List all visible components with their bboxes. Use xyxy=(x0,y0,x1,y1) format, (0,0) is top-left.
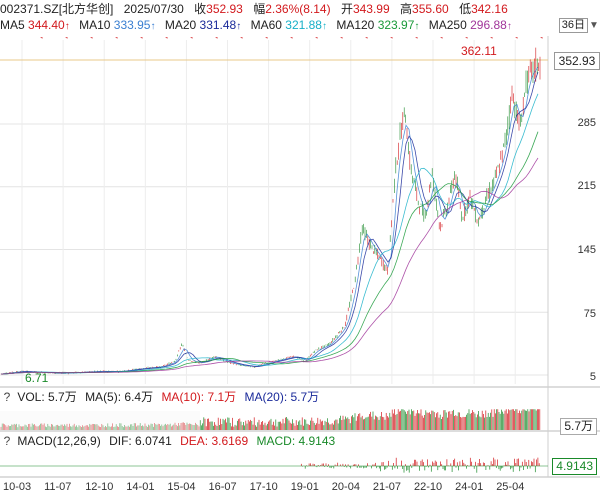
event-marker: ˺ xyxy=(240,37,243,47)
x-tick-label: 22-10 xyxy=(414,481,443,493)
ma60-legend: MA60 321.88↑ xyxy=(250,18,327,32)
x-tick-label: 10-03 xyxy=(3,481,32,493)
price-tick-145: 145 xyxy=(577,244,596,256)
event-marker: ˺ xyxy=(365,37,368,47)
event-marker: ˺ xyxy=(415,37,418,47)
event-marker: ˺ xyxy=(465,37,468,47)
volume-band xyxy=(0,411,200,430)
x-tick-label: 21-07 xyxy=(372,481,402,493)
event-marker: ˺ xyxy=(215,37,218,47)
x-tick-label: 17-10 xyxy=(249,481,278,493)
macd-params: MACD(12,26,9) xyxy=(17,434,101,448)
event-marker: ˺ xyxy=(390,37,393,47)
price-tick-75: 75 xyxy=(583,308,596,320)
event-marker: ˺ xyxy=(440,37,443,47)
event-marker: ˺ xyxy=(265,37,268,47)
moving-average-line xyxy=(0,72,539,375)
ma250-legend: MA250 296.88↑ xyxy=(428,18,512,32)
macd-dif: DIF: 6.0741 xyxy=(109,434,172,448)
event-marker: ˺ xyxy=(540,37,543,47)
low-price-annotation: 6.71 xyxy=(25,371,49,385)
x-tick-label: 12-10 xyxy=(85,481,114,493)
event-marker: ˺ xyxy=(90,37,93,47)
chevron-down-icon[interactable]: ▼ xyxy=(589,20,599,31)
ma20-legend: MA20 331.48↑ xyxy=(164,18,242,32)
volume-help-icon[interactable]: ? xyxy=(3,390,11,404)
event-marker: ˺ xyxy=(290,37,293,47)
ma120-legend: MA120 323.97↑ xyxy=(336,18,420,32)
x-tick-label: 16-07 xyxy=(208,481,237,493)
x-tick-label: 14-01 xyxy=(126,481,155,493)
high-price-annotation: 362.11 xyxy=(461,44,497,58)
moving-average-line xyxy=(0,93,539,375)
last-price-marker: 352.93 xyxy=(554,52,600,70)
macd-help-icon[interactable]: ? xyxy=(3,434,11,448)
low-price: 低342.16 xyxy=(459,2,508,16)
price-tick-285: 285 xyxy=(577,117,596,129)
vol-ma10: MA(10): 7.1万 xyxy=(161,390,237,404)
ma5-legend: MA5 344.40↑ xyxy=(0,18,70,32)
vol-value: VOL: 5.7万 xyxy=(17,390,77,404)
event-marker: ˺ xyxy=(490,37,493,47)
macd-dea: DEA: 3.6169 xyxy=(180,434,249,448)
volume-legend: ? VOL: 5.7万 MA(5): 6.4万 MA(10): 7.1万 MA(… xyxy=(0,389,600,405)
event-marker: ˺ xyxy=(340,37,343,47)
event-marker: ˺ xyxy=(315,37,318,47)
high-price: 高355.60 xyxy=(400,2,449,16)
macd-value: MACD: 4.9143 xyxy=(256,434,336,448)
moving-average-line xyxy=(0,131,539,375)
event-marker: ˺ xyxy=(515,37,518,47)
vol-ma5: MA(5): 6.4万 xyxy=(85,390,154,404)
event-marker: ˺ xyxy=(165,37,168,47)
volume-last-marker: 5.7万 xyxy=(560,418,597,435)
event-marker: ˺ xyxy=(190,37,193,47)
x-tick-label: 19-01 xyxy=(290,481,319,493)
close-price: 收352.93 xyxy=(194,2,243,16)
change-percent: 幅2.36%(8.14) xyxy=(253,2,331,16)
x-tick-label: 24-01 xyxy=(455,481,484,493)
time-axis: 10-03 11-07 12-10 14-01 15-04 16-07 17-10 19-01… xyxy=(0,478,560,496)
quote-date: 2025/07/30 xyxy=(123,2,184,16)
x-tick-label: 15-04 xyxy=(167,481,196,493)
quote-header: 002371.SZ[北方华创] 2025/07/30 收352.93 幅2.36… xyxy=(0,0,600,18)
period-selector[interactable]: 36日 xyxy=(558,18,588,33)
price-tick-5: 5 xyxy=(589,371,596,383)
macd-last-marker: 4.9143 xyxy=(552,458,597,475)
x-tick-label: 20-04 xyxy=(331,481,360,493)
x-tick-label: 11-07 xyxy=(44,481,72,493)
price-tick-215: 215 xyxy=(577,180,596,192)
x-tick-label: 25-04 xyxy=(496,481,525,493)
moving-average-line xyxy=(0,157,539,375)
vol-ma20: MA(20): 5.7万 xyxy=(244,390,320,404)
ma10-legend: MA10 333.95↑ xyxy=(79,18,156,32)
event-marker: ˺ xyxy=(115,37,118,47)
macd-legend: ? MACD(12,26,9) DIF: 6.0741 DEA: 3.6169 … xyxy=(0,433,600,449)
stock-code: 002371.SZ[北方华创] xyxy=(0,2,114,16)
event-marker: ˺ xyxy=(140,37,143,47)
event-marker: ˺ xyxy=(65,37,68,47)
open-price: 开343.99 xyxy=(340,2,390,16)
moving-average-line xyxy=(0,66,539,375)
ma-legend: MA5 344.40↑ MA10 333.95↑ MA20 331.48↑ MA… xyxy=(0,17,600,34)
event-marker: ˺ xyxy=(40,37,43,47)
